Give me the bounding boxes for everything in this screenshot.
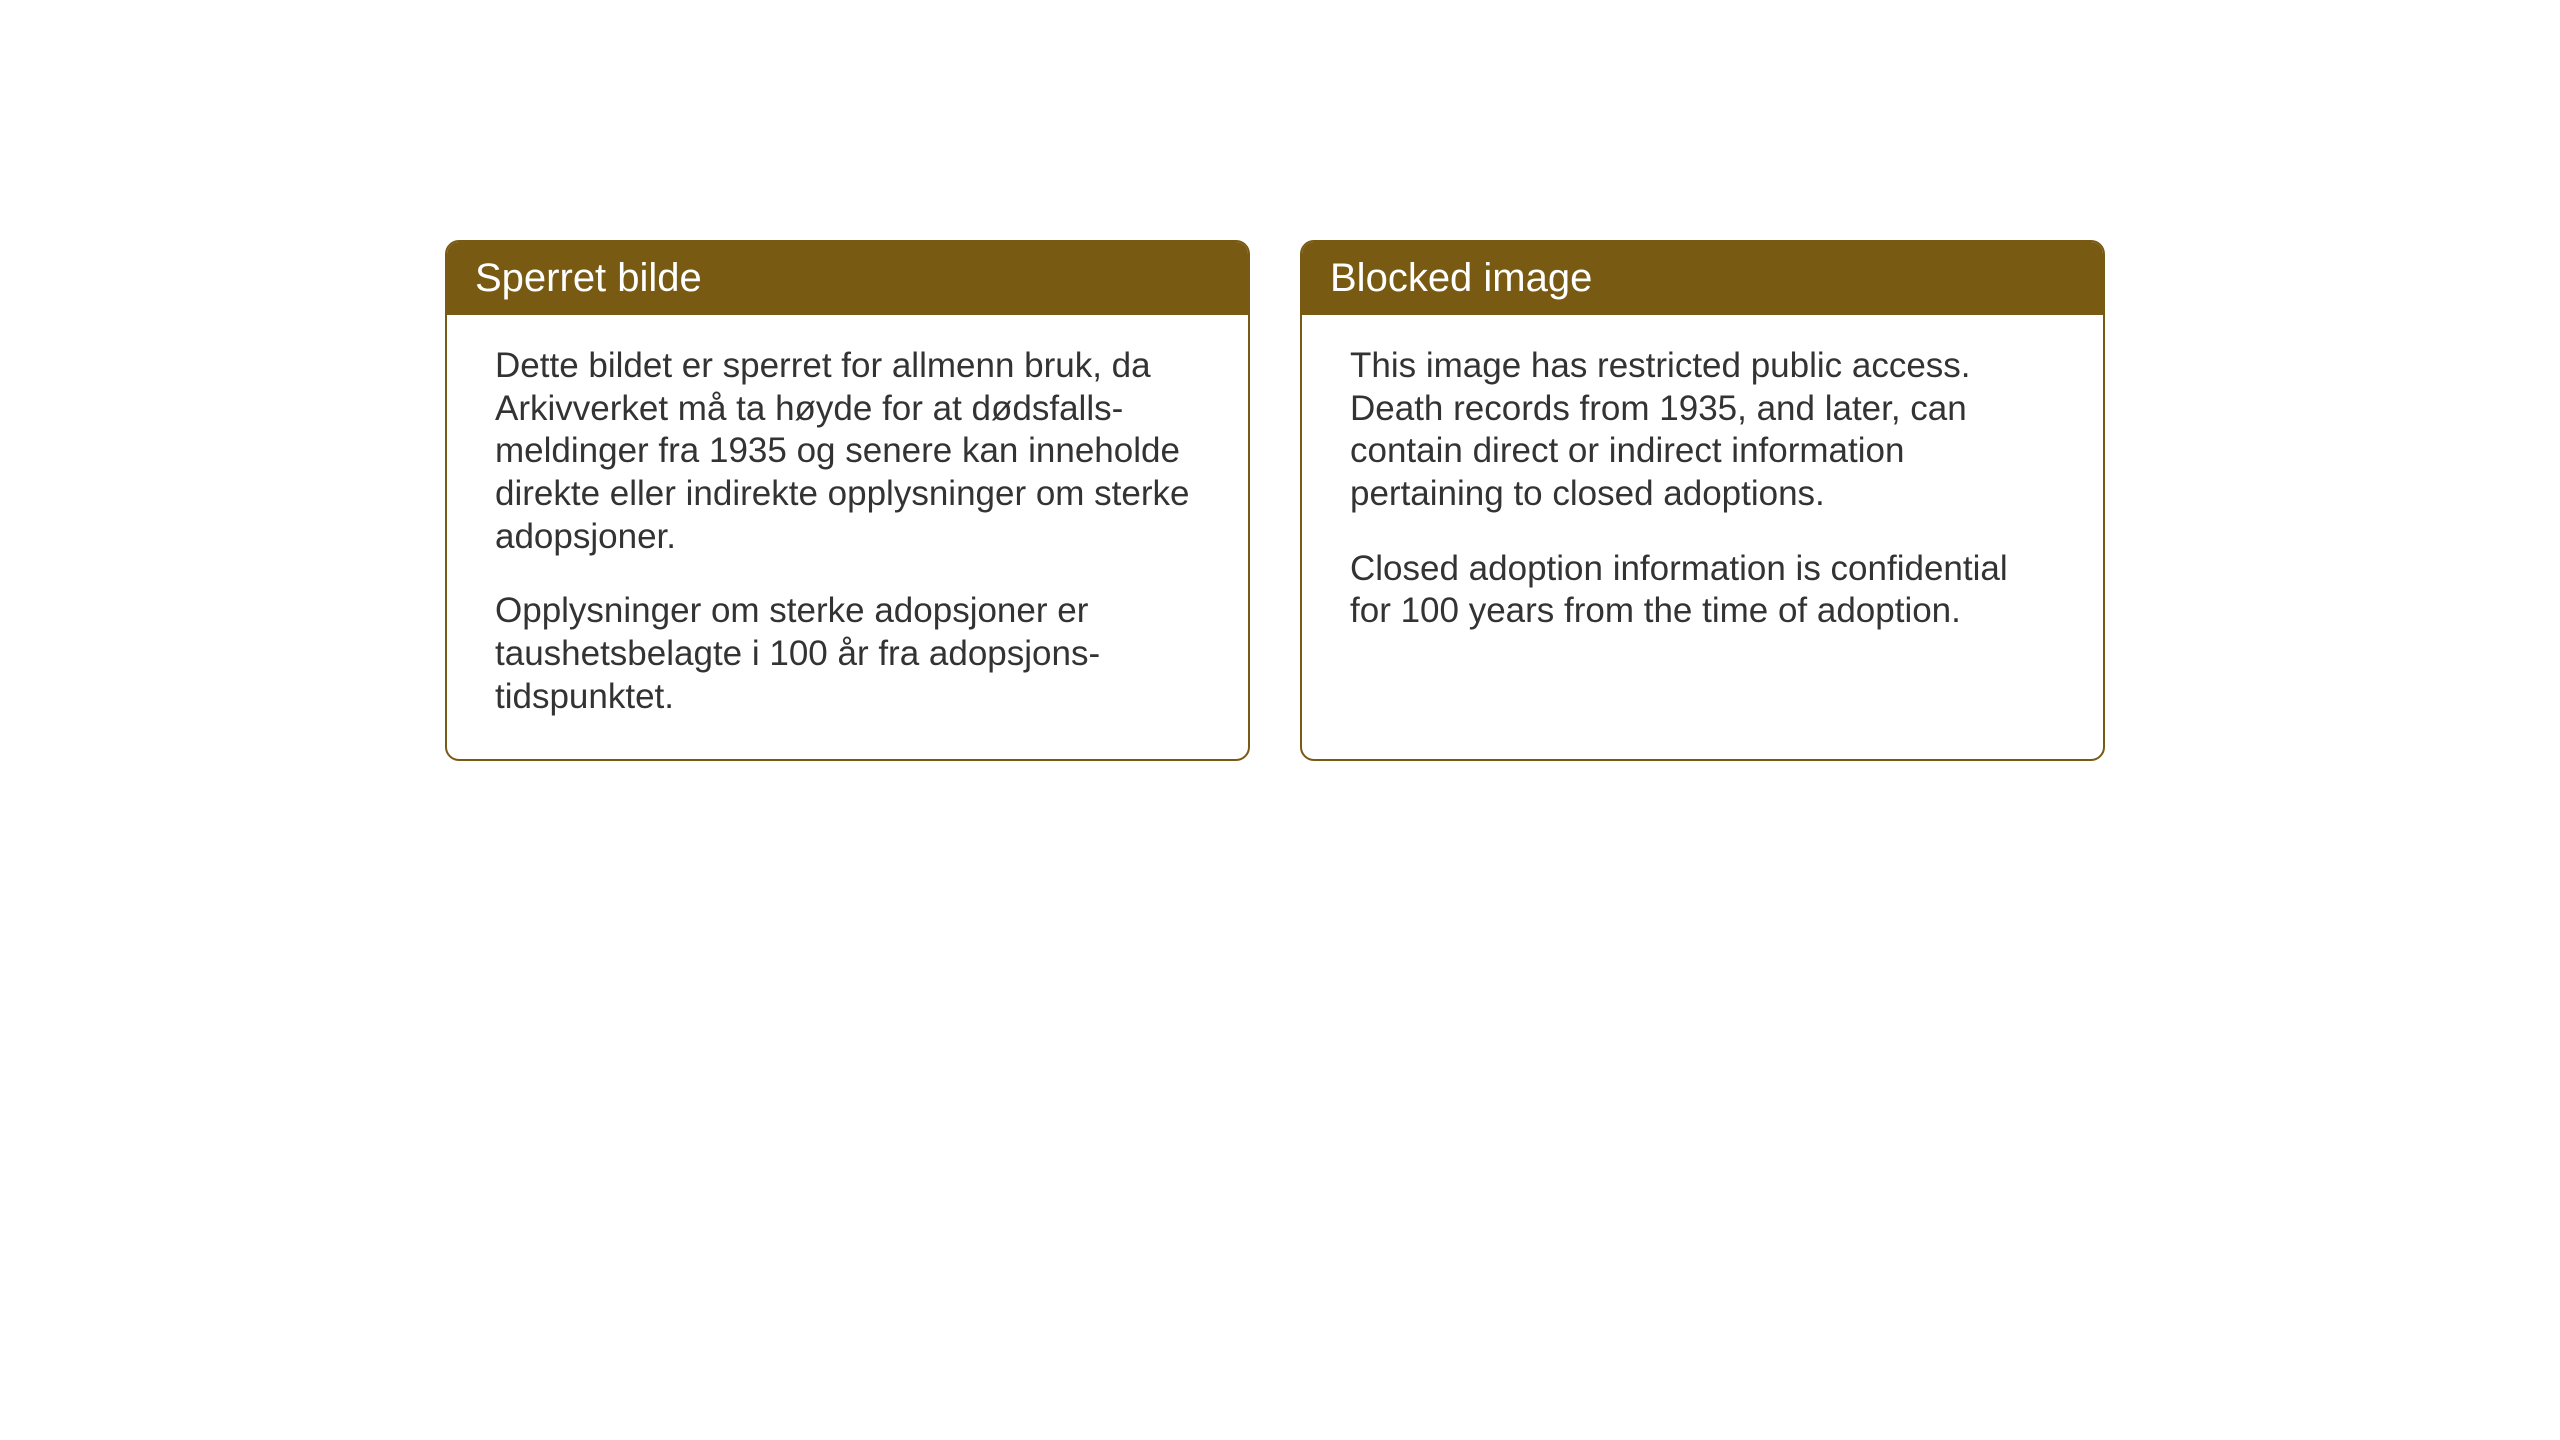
card-header-english: Blocked image (1302, 242, 2103, 315)
notice-card-english: Blocked image This image has restricted … (1300, 240, 2105, 761)
paragraph-1-english: This image has restricted public access.… (1350, 345, 2055, 516)
paragraph-2-english: Closed adoption information is confident… (1350, 548, 2055, 633)
paragraph-2-norwegian: Opplysninger om sterke adopsjoner er tau… (495, 590, 1200, 718)
card-title-english: Blocked image (1330, 256, 1592, 300)
card-header-norwegian: Sperret bilde (447, 242, 1248, 315)
paragraph-1-norwegian: Dette bildet er sperret for allmenn bruk… (495, 345, 1200, 558)
notice-container: Sperret bilde Dette bildet er sperret fo… (445, 240, 2105, 761)
card-body-english: This image has restricted public access.… (1302, 315, 2103, 673)
card-title-norwegian: Sperret bilde (475, 256, 702, 300)
card-body-norwegian: Dette bildet er sperret for allmenn bruk… (447, 315, 1248, 759)
notice-card-norwegian: Sperret bilde Dette bildet er sperret fo… (445, 240, 1250, 761)
